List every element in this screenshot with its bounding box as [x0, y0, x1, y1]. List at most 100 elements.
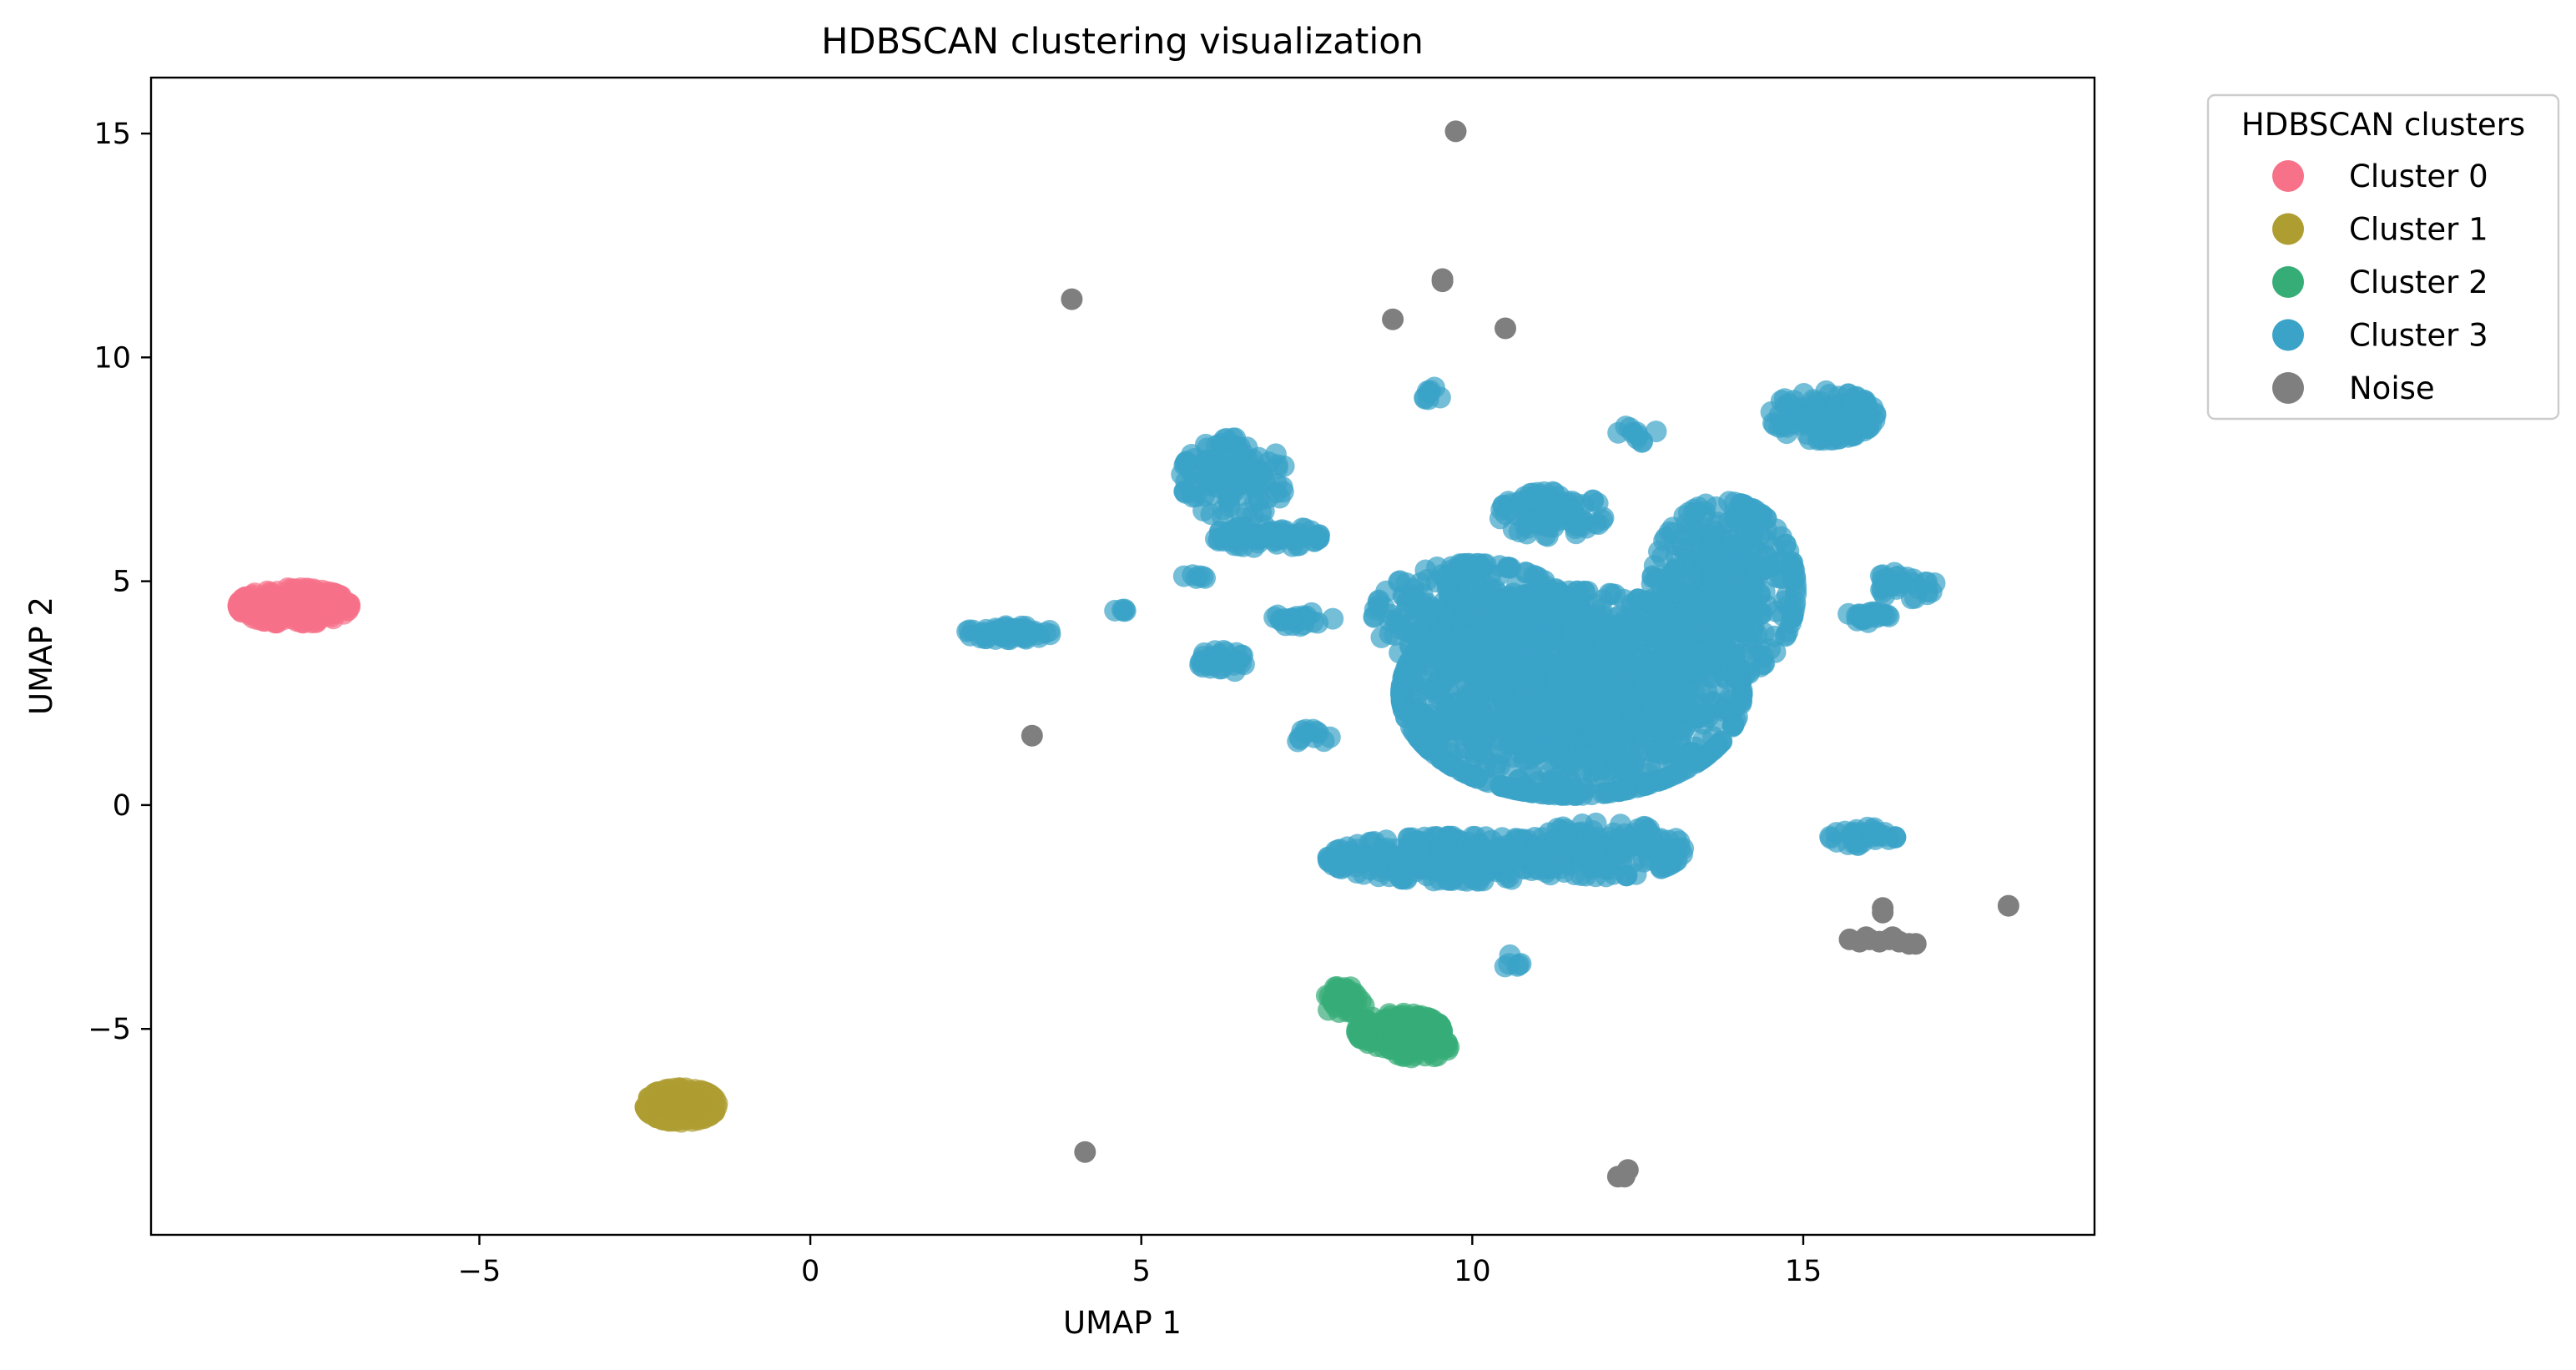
cluster-3-point [1247, 531, 1269, 554]
cluster-0-point [256, 580, 279, 602]
cluster-3-point [1634, 774, 1656, 797]
cluster-3-point [1414, 826, 1435, 849]
cluster-3-point [1637, 714, 1660, 737]
cluster-3-point [1221, 466, 1243, 488]
cluster-3-point [1604, 583, 1626, 606]
cluster-3-point [1572, 494, 1595, 516]
cluster-3-point [1517, 693, 1540, 714]
cluster-3-point [1384, 845, 1406, 868]
cluster-3-point [1742, 497, 1764, 520]
y-tick-label: 10 [93, 341, 131, 375]
legend-marker-cluster-1 [2272, 213, 2304, 245]
noise-point [1606, 1166, 1629, 1188]
cluster-3-point [1489, 555, 1511, 577]
cluster-3-point [1375, 829, 1398, 852]
cluster-3-point [1658, 521, 1681, 543]
cluster-3-point [1601, 830, 1623, 852]
cluster-3-point [1585, 865, 1607, 888]
noise-point [1997, 894, 2019, 917]
cluster-3-point [1432, 849, 1454, 871]
legend-marker-noise [2272, 372, 2304, 404]
cluster-3-point [1392, 698, 1414, 721]
cluster-3-point [1751, 602, 1773, 625]
cluster-3-point [1543, 770, 1565, 793]
noise-point [1021, 724, 1043, 747]
cluster-3-point [1387, 864, 1409, 886]
cluster-3-point [1452, 696, 1475, 718]
cluster-3-point [1322, 854, 1344, 876]
cluster-3-point [1234, 516, 1257, 538]
cluster-1-point [663, 1087, 685, 1110]
cluster-3-point [1575, 654, 1598, 677]
cluster-3-point [1389, 642, 1411, 664]
cluster-3-point [1719, 536, 1742, 559]
cluster-3-point [1700, 667, 1722, 688]
cluster-3-point [1590, 688, 1612, 711]
cluster-3-point [1112, 600, 1135, 622]
cluster-3-point [1437, 825, 1459, 848]
cluster-3-point [1492, 495, 1515, 516]
cluster-3-point [1508, 768, 1530, 791]
cluster-3-point [1782, 601, 1805, 623]
cluster-3-point [1368, 589, 1390, 612]
cluster-3-point [1498, 953, 1520, 975]
cluster-3-point [1739, 529, 1762, 551]
cluster-2-point [1424, 1028, 1447, 1050]
cluster-3-point [1523, 564, 1545, 587]
cluster-3-point [1474, 708, 1496, 731]
cluster-3-point [1774, 533, 1797, 556]
cluster-0-point [298, 605, 320, 627]
cluster-3-point [1564, 692, 1586, 714]
cluster-3-point [1475, 574, 1496, 597]
cluster-3-point [1540, 723, 1562, 746]
cluster-3-point [1350, 852, 1373, 874]
y-tick-label: −5 [88, 1013, 131, 1046]
cluster-3-point [1442, 717, 1464, 739]
cluster-3-point [1466, 767, 1489, 789]
legend-label-cluster-0: Cluster 0 [2349, 159, 2488, 194]
cluster-3-point [973, 622, 996, 644]
cluster-3-point [1583, 751, 1606, 773]
noise-point [1074, 1141, 1096, 1163]
points-layer [227, 120, 2019, 1188]
plot-frame [149, 76, 2096, 1237]
x-tick-label: 5 [1132, 1255, 1151, 1288]
cluster-3-point [1544, 607, 1566, 629]
cluster-3-point [1439, 754, 1462, 776]
cluster-3-point [1610, 753, 1631, 775]
cluster-3-point [1198, 471, 1221, 493]
cluster-3-point [1503, 729, 1525, 752]
noise-point [1872, 901, 1894, 924]
cluster-2-point [1353, 995, 1375, 1017]
cluster-3-point [1414, 386, 1436, 409]
cluster-3-point [1695, 703, 1717, 725]
legend-label-noise: Noise [2349, 370, 2435, 406]
x-axis-label: UMAP 1 [1063, 1305, 1182, 1341]
cluster-3-point [1622, 823, 1645, 845]
cluster-3-point [1453, 861, 1475, 884]
cluster-3-point [1263, 607, 1286, 628]
cluster-3-point [1392, 585, 1414, 607]
plot-area [151, 78, 2095, 1235]
x-tick-label: 0 [801, 1255, 819, 1288]
cluster-3-point [1258, 451, 1280, 474]
cluster-3-point [1410, 592, 1433, 614]
cluster-0-point [278, 600, 300, 622]
cluster-3-point [1532, 834, 1555, 856]
x-tick-label: −5 [458, 1255, 502, 1288]
cluster-3-point [1846, 604, 1868, 627]
cluster-3-point [1444, 639, 1467, 662]
cluster-3-point [956, 620, 979, 642]
cluster-3-point [1774, 625, 1797, 647]
legend-marker-cluster-0 [2272, 160, 2304, 192]
cluster-3-point [1529, 590, 1551, 612]
cluster-3-point [1676, 656, 1699, 678]
legend-entries: Cluster 0 Cluster 1 Cluster 2 Cluster 3 Nois… [2272, 159, 2488, 406]
cluster-3-point [1538, 498, 1560, 521]
cluster-3-point [1626, 617, 1648, 639]
cluster-3-point [1564, 713, 1586, 735]
cluster-3-point [1173, 454, 1196, 476]
noise-point [1882, 926, 1904, 949]
